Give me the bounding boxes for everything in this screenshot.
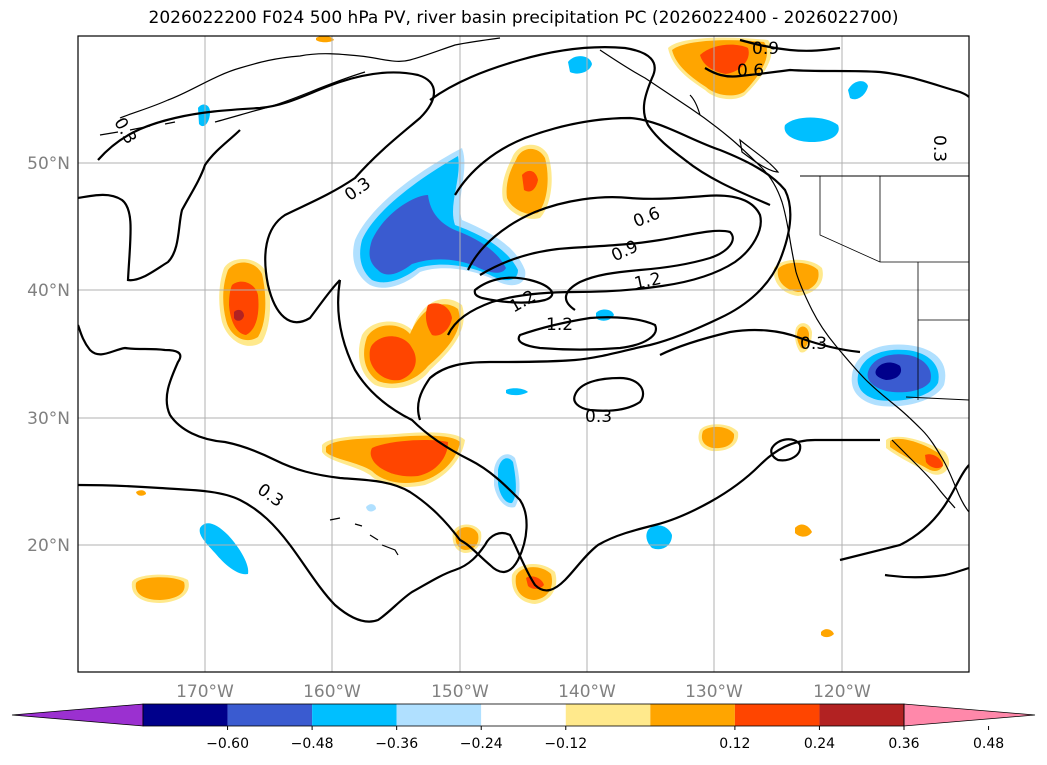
- vancouver-island: [739, 138, 780, 173]
- queen-charlotte-islands: [689, 94, 701, 116]
- colorbar-tick-label: −0.12: [544, 736, 587, 752]
- precip-positive-region: [234, 309, 244, 321]
- precip-positive-region: [821, 629, 834, 638]
- colorbar-frame: [142, 703, 905, 727]
- lon-label: 140°W: [558, 682, 616, 702]
- precip-negative-region: [848, 81, 868, 100]
- precip-positive-region: [701, 426, 735, 449]
- map-frame: [77, 35, 970, 673]
- colorbar-segment: [565, 704, 651, 726]
- colorbar-tick-label: 0.48: [973, 736, 1004, 752]
- precip-negative-region: [366, 504, 376, 512]
- pv-contour-0.3-se-loop: [770, 438, 802, 462]
- lon-label: 120°W: [813, 682, 871, 702]
- state-border: [819, 176, 969, 400]
- contour-label: 0.6: [737, 61, 764, 81]
- precip-positive-region: [455, 527, 479, 550]
- pv-contour-0.3-loop: [78, 279, 528, 573]
- precip-positive-region: [425, 303, 452, 336]
- pv-contour-0.6-ne: [704, 67, 969, 98]
- colorbar-tick-label: −0.48: [291, 736, 334, 752]
- us-west-coastline: [795, 271, 969, 513]
- precip-negative-region: [875, 362, 902, 380]
- pv-contour-0.3-east: [839, 464, 969, 562]
- precip-positive-region: [795, 524, 812, 537]
- lon-label: 130°W: [685, 682, 743, 702]
- lon-label: 160°W: [303, 682, 361, 702]
- precip-positive-region: [135, 577, 185, 600]
- pv-contour-0.6-outer: [416, 116, 792, 421]
- pv-contours: [78, 38, 969, 623]
- lat-label: 50°N: [27, 154, 70, 174]
- lat-label: 40°N: [27, 281, 70, 301]
- colorbar-extend-max: [903, 703, 1036, 727]
- precip-positive-region: [136, 490, 146, 496]
- precip-negative-region: [646, 525, 672, 550]
- colorbar-tick-label: −0.60: [206, 736, 249, 752]
- map-layers: [78, 36, 969, 672]
- pv-contour-0.6-se-loop: [659, 328, 861, 356]
- pv-contour-0.3-east-basin: [429, 46, 771, 207]
- colorbar-segment: [227, 704, 313, 726]
- alaska-coastline: [119, 37, 501, 119]
- colorbar-extend-min: [11, 703, 144, 727]
- colorbar-segment: [819, 704, 904, 726]
- colorbar-tick-label: −0.24: [460, 736, 503, 752]
- colorbar-tick-label: 0.24: [804, 736, 835, 752]
- colorbar-segment: [396, 704, 482, 726]
- colorbar-tick-label: −0.36: [375, 736, 418, 752]
- lon-label: 170°W: [176, 682, 234, 702]
- colorbar-tick-label: 0.36: [888, 736, 919, 752]
- precip-positive-region: [700, 44, 749, 74]
- contour-label: 0.3: [929, 135, 949, 162]
- pv-contour-0.9-ne: [739, 38, 841, 52]
- precip-negative-region: [369, 195, 506, 275]
- lon-label: 150°W: [431, 682, 489, 702]
- colorbar-segment: [312, 704, 397, 726]
- lat-labels: 50°N 40°N 30°N 20°N: [27, 154, 70, 556]
- colorbar-segment: [143, 704, 228, 726]
- pv-contour-0.3-south: [78, 438, 880, 623]
- precip-positive-region: [369, 336, 416, 381]
- precip-positive-region: [925, 454, 943, 469]
- pv-contour-0.3-se: [884, 566, 969, 579]
- bc-coastline: [599, 49, 797, 273]
- lon-labels: 170°W 160°W 150°W 140°W 130°W 120°W: [176, 682, 871, 702]
- contour-label: 1.2: [546, 315, 573, 335]
- colorbar-tick-label: 0.12: [719, 736, 750, 752]
- precip-negative-region: [199, 523, 249, 575]
- figure-title: 2026022200 F024 500 hPa PV, river basin …: [148, 8, 899, 28]
- lat-label: 30°N: [27, 409, 70, 429]
- pv-contour-1.2-inner: [473, 276, 554, 304]
- precip-negative-region: [568, 56, 592, 74]
- precip-positive-region: [316, 36, 334, 43]
- colorbar: −0.60 −0.48 −0.36 −0.24 −0.12 0.12 0.24 0.36 0.4…: [11, 703, 1036, 752]
- pv-contour-0.9: [447, 194, 762, 336]
- pv-contour-1.2-loop: [517, 316, 658, 351]
- precip-negative-region: [784, 117, 839, 142]
- precip-positive-region: [370, 440, 448, 477]
- contour-label: 0.3: [800, 334, 827, 354]
- precip-positive-region: [797, 326, 809, 349]
- precip-positive-region: [522, 170, 538, 192]
- pv-contour-0.3-north: [78, 129, 241, 282]
- contour-label: 0.9: [752, 39, 779, 59]
- us-mexico-border: [905, 396, 969, 401]
- colorbar-segment: [734, 704, 820, 726]
- hawaii-islands: [329, 517, 399, 556]
- precip-positive-region: [229, 281, 259, 335]
- pv-contour-0.3-main: [97, 71, 435, 324]
- pv-contour-1.2-outer: [479, 229, 734, 311]
- lat-label: 20°N: [27, 536, 70, 556]
- precip-negative-region: [506, 388, 528, 396]
- colorbar-segment: [650, 704, 735, 726]
- precip-negative-region: [198, 104, 210, 127]
- pv-contour-0.3-mid: [573, 376, 645, 412]
- baja-coastline: [891, 439, 956, 509]
- colorbar-segment: [481, 704, 566, 726]
- contour-label: 0.3: [585, 407, 612, 427]
